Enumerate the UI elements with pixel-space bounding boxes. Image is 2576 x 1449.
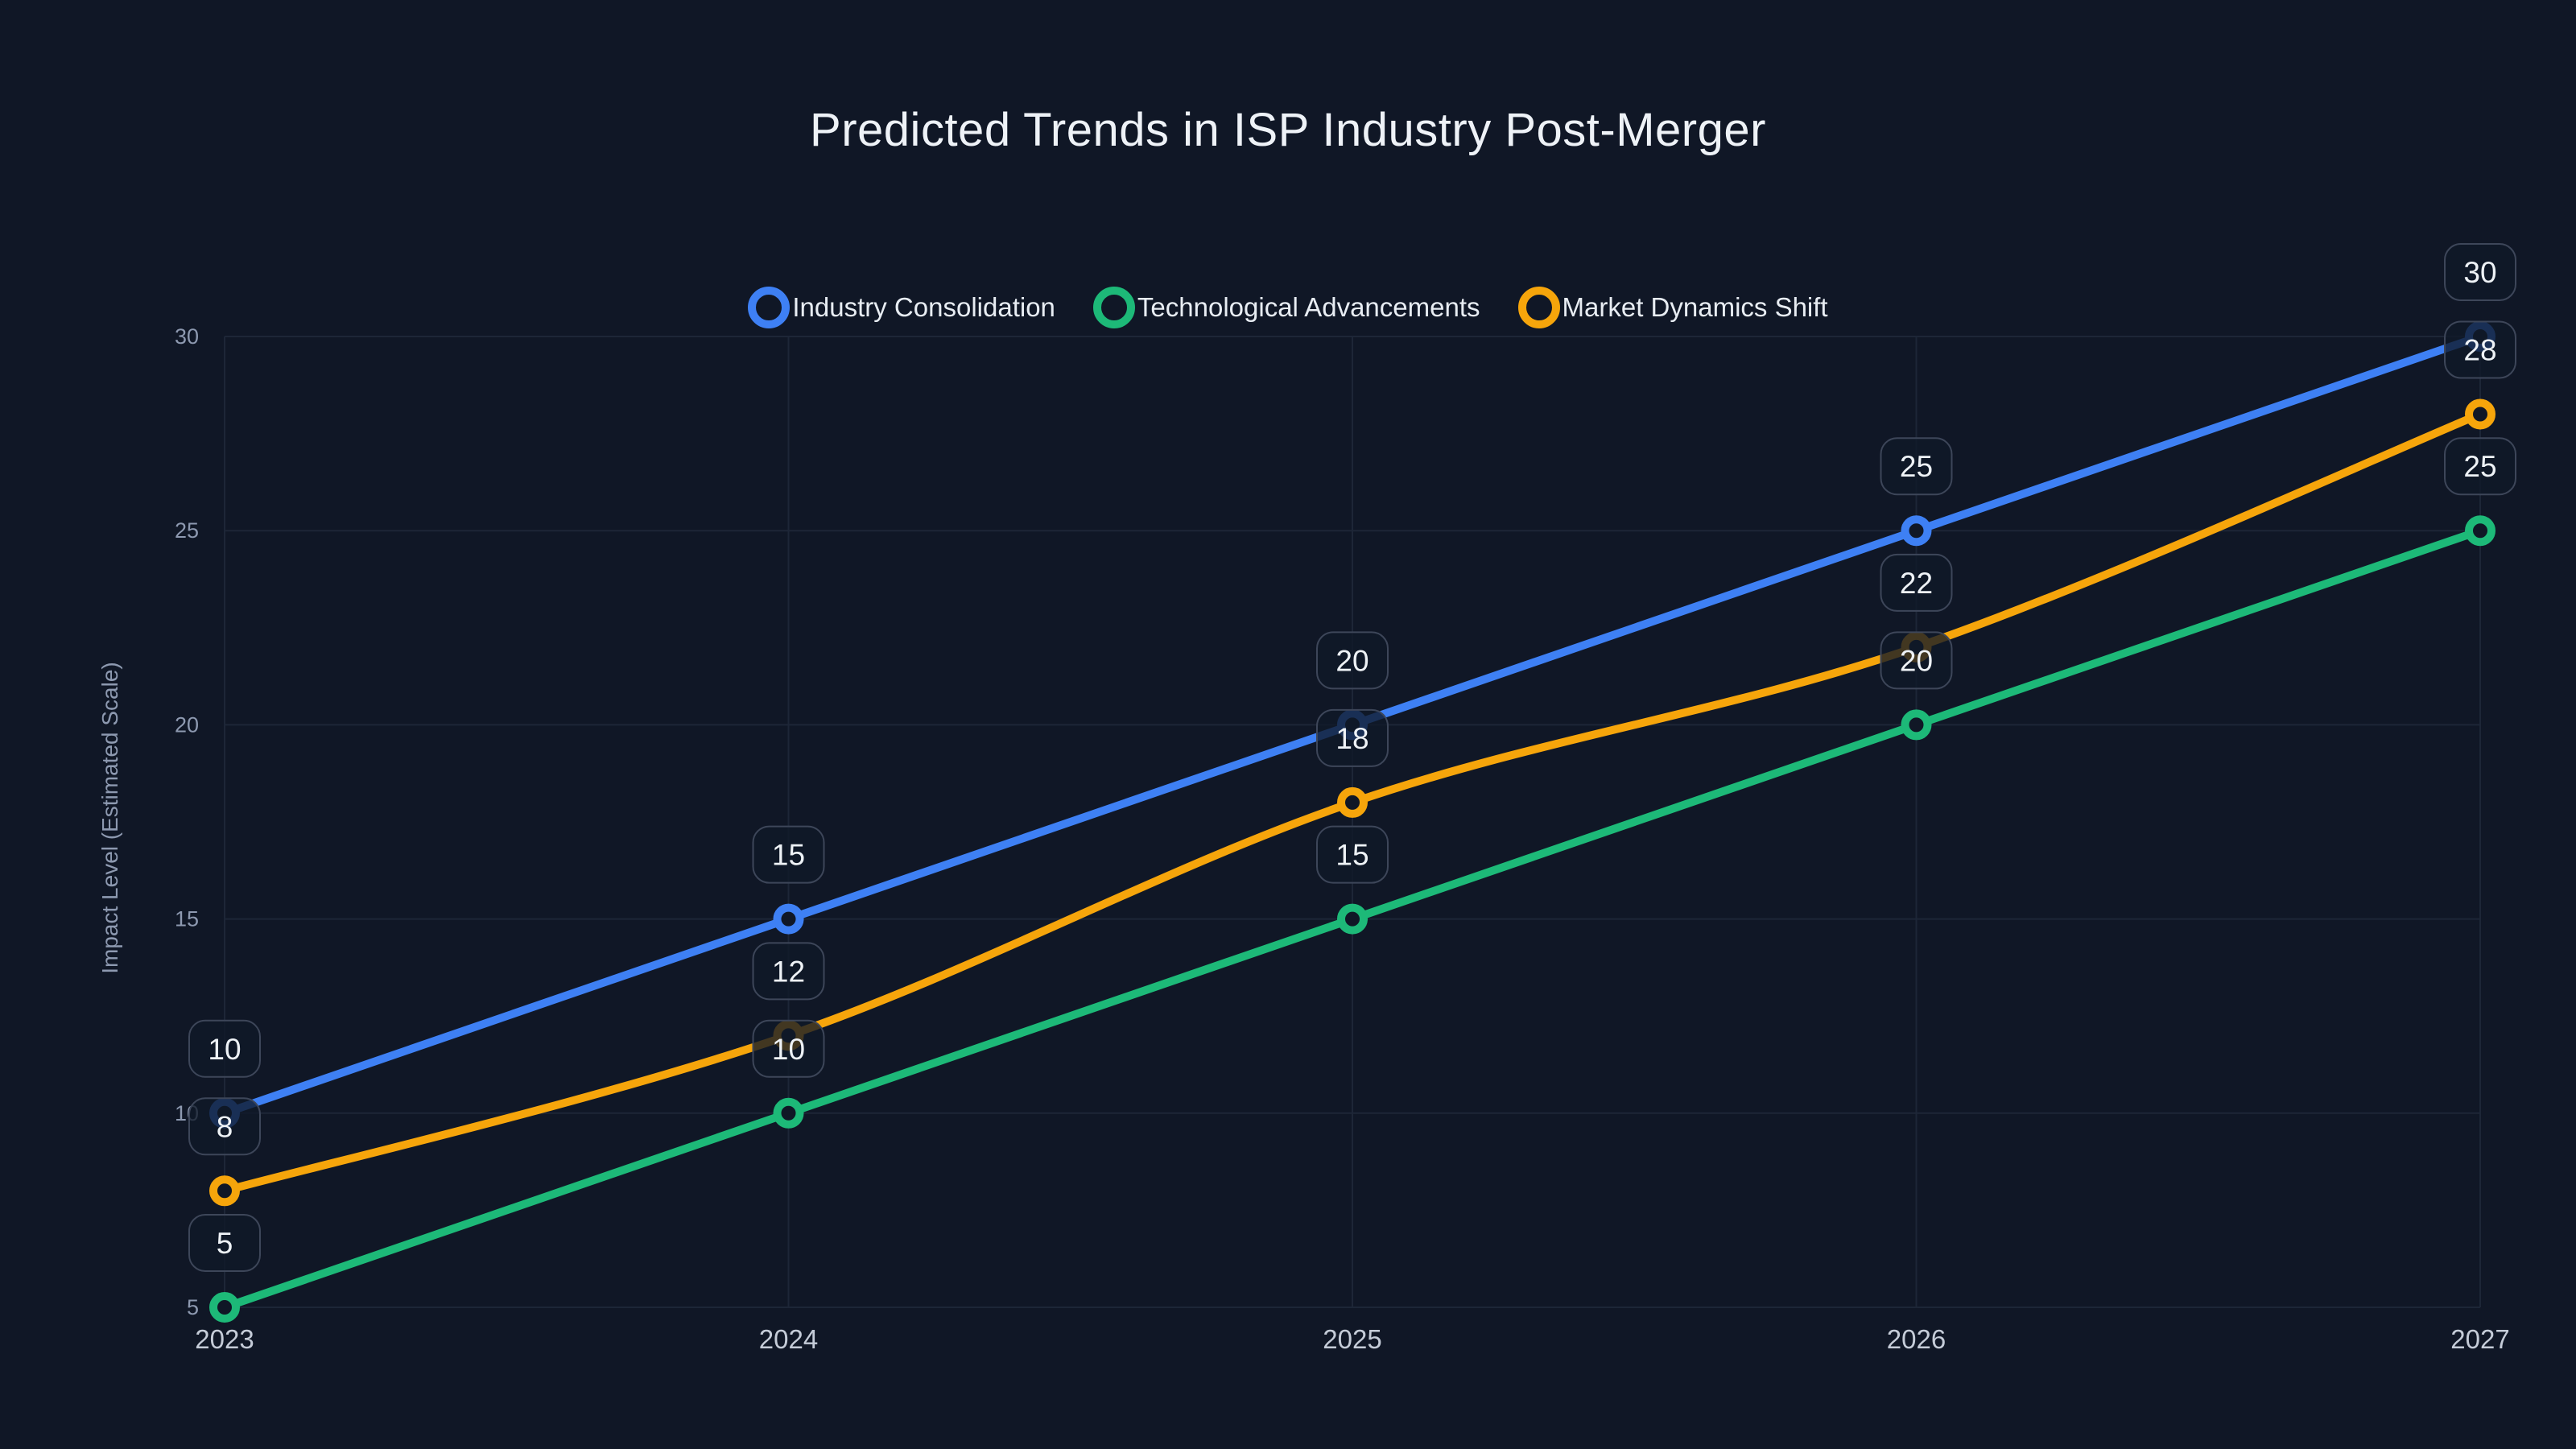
legend-item-industry-consolidation[interactable]: Industry Consolidation (748, 287, 1055, 328)
point-label-box (1880, 437, 1953, 496)
point-marker-technological-advancements (1337, 903, 1368, 935)
x-axis-tick-label: 2023 (195, 1324, 254, 1354)
point-label-value: 22 (1900, 567, 1933, 600)
point-label-box (188, 1019, 261, 1078)
chart-title: Predicted Trends in ISP Industry Post-Me… (810, 104, 1766, 156)
point-label-value: 8 (217, 1110, 233, 1143)
y-axis-tick-label: 5 (187, 1295, 199, 1319)
point-label-value: 10 (208, 1033, 241, 1066)
legend-ring-icon (1517, 287, 1560, 328)
point-label-value: 12 (772, 955, 805, 988)
point-label-value: 20 (1335, 644, 1368, 677)
point-label-box (752, 825, 825, 884)
legend-item-label: Technological Advancements (1137, 292, 1480, 322)
x-axis-tick-label: 2027 (2450, 1324, 2509, 1354)
point-label-value: 25 (2463, 450, 2496, 483)
point-label-value: 25 (1900, 450, 1933, 483)
x-axis-tick-label: 2025 (1323, 1324, 1381, 1354)
point-label-value: 15 (1335, 839, 1368, 872)
point-label-box (188, 1214, 261, 1272)
point-label-value: 30 (2463, 256, 2496, 289)
point-label-box (1880, 553, 1953, 612)
y-axis-tick-label: 20 (175, 712, 199, 737)
point-label-box (1316, 825, 1389, 884)
point-label-box (2444, 320, 2516, 379)
point-marker-technological-advancements (773, 1097, 804, 1129)
y-axis-tick-label: 30 (175, 324, 199, 349)
point-label-box (752, 1019, 825, 1078)
point-marker-technological-advancements (1901, 709, 1932, 741)
point-marker-industry-consolidation (1901, 515, 1932, 547)
point-label-value: 5 (217, 1227, 233, 1260)
legend-item-label: Industry Consolidation (792, 292, 1055, 322)
point-label-value: 18 (1335, 722, 1368, 755)
point-label-value: 15 (772, 839, 805, 872)
point-label-box (1316, 708, 1389, 767)
point-marker-market-dynamics-shift (209, 1175, 240, 1207)
legend-ring-icon (748, 287, 791, 328)
point-label-box (1316, 631, 1389, 690)
point-label-box (1880, 631, 1953, 690)
point-label-box (2444, 437, 2516, 496)
legend-ring-icon (1092, 287, 1135, 328)
legend-item-label: Market Dynamics Shift (1562, 292, 1828, 322)
point-marker-technological-advancements (2465, 515, 2496, 547)
point-label-box (2444, 243, 2516, 301)
x-axis-tick-label: 2026 (1887, 1324, 1946, 1354)
point-label-value: 28 (2463, 333, 2496, 366)
point-label-box (752, 942, 825, 1001)
point-label-value: 20 (1900, 644, 1933, 677)
point-marker-industry-consolidation (773, 903, 804, 935)
point-marker-technological-advancements (209, 1292, 240, 1323)
legend-item-technological-advancements[interactable]: Technological Advancements (1092, 287, 1480, 328)
y-axis-tick-label: 15 (175, 907, 199, 931)
point-label-value: 10 (772, 1033, 805, 1066)
point-label-box (188, 1097, 261, 1156)
y-axis-title: Impact Level (Estimated Scale) (97, 662, 122, 974)
x-axis-tick-label: 2024 (759, 1324, 818, 1354)
point-marker-market-dynamics-shift (1337, 786, 1368, 818)
legend-item-market-dynamics-shift[interactable]: Market Dynamics Shift (1517, 287, 1828, 328)
y-axis-tick-label: 25 (175, 518, 199, 543)
legend: Industry Consolidation Technological Adva… (0, 287, 2576, 328)
point-marker-market-dynamics-shift (2465, 398, 2496, 430)
